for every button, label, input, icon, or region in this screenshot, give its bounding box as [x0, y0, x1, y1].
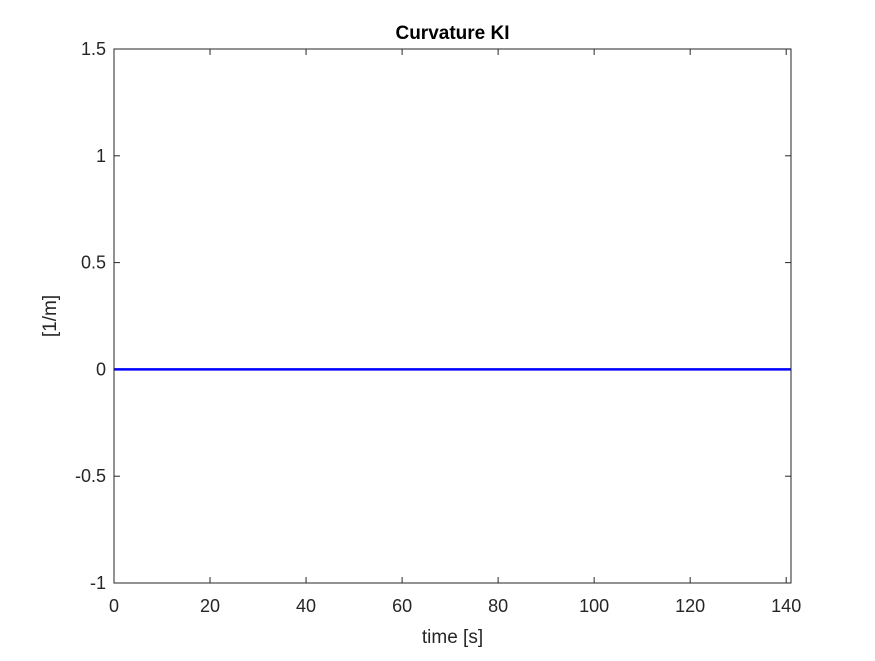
- y-tick-label: 0: [96, 359, 106, 379]
- x-tick-label: 20: [200, 596, 220, 616]
- x-tick-label: 120: [675, 596, 705, 616]
- x-tick-label: 0: [109, 596, 119, 616]
- x-axis-label: time [s]: [422, 627, 483, 648]
- x-tick-label: 60: [392, 596, 412, 616]
- plot-background: [114, 49, 791, 583]
- axis-ticks: 0 20 40 60 80 100 120 140 -1 -0.5 0 0.5 1 1.5: [75, 39, 801, 616]
- y-axis-label: [1/m]: [40, 295, 61, 337]
- x-tick-label: 140: [771, 596, 801, 616]
- y-tick-label: 1.5: [81, 39, 106, 59]
- x-tick-label: 80: [488, 596, 508, 616]
- y-tick-label: 0.5: [81, 253, 106, 273]
- y-tick-label: 1: [96, 146, 106, 166]
- y-tick-label: -1: [90, 573, 106, 593]
- x-tick-label: 100: [579, 596, 609, 616]
- y-tick-label: -0.5: [75, 466, 106, 486]
- chart-title: Curvature KI: [395, 23, 509, 44]
- axes-box: [113, 48, 792, 584]
- x-tick-label: 40: [296, 596, 316, 616]
